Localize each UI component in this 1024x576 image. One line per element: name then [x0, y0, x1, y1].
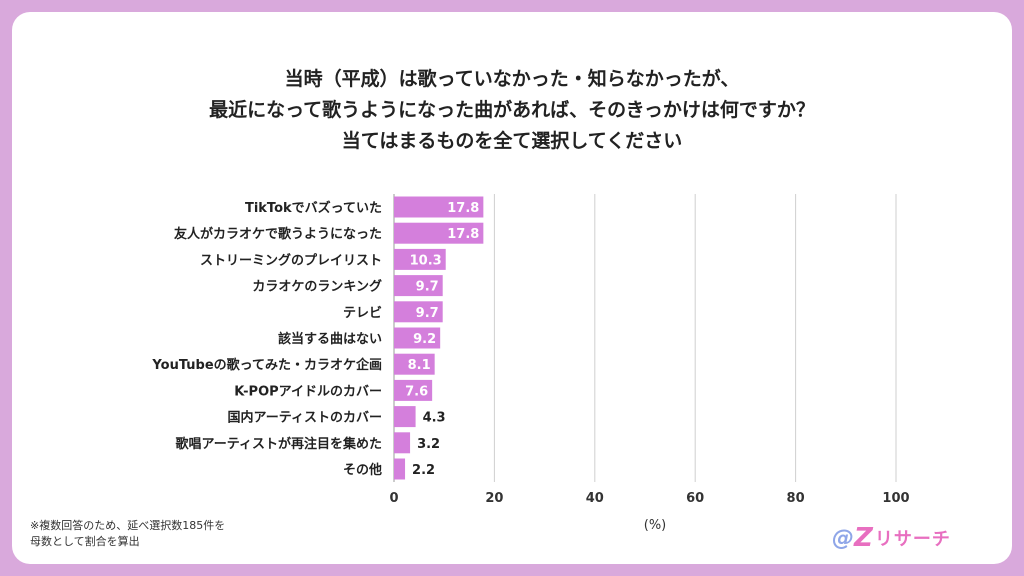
- category-label: ストリーミングのプレイリスト: [200, 252, 382, 268]
- bar: [394, 406, 416, 428]
- category-label: 友人がカラオケで歌うようになった: [174, 226, 382, 242]
- category-label: テレビ: [343, 305, 382, 321]
- data-label: 8.1: [408, 358, 431, 373]
- title-line-3: 当てはまるものを全て選択してください: [341, 130, 683, 152]
- bar: [394, 353, 435, 375]
- bar: [394, 196, 484, 218]
- data-label: 9.7: [416, 306, 439, 321]
- x-tick-label: 80: [787, 491, 805, 506]
- footnote-line-2: 母数として割合を算出: [30, 535, 140, 548]
- x-tick-label: 0: [389, 491, 398, 506]
- data-label: 17.8: [447, 201, 479, 216]
- category-label: 歌唱アーティストが再注目を集めた: [176, 436, 382, 452]
- data-label: 7.6: [405, 384, 428, 399]
- chart-card: [12, 12, 1012, 564]
- bar: [394, 275, 443, 297]
- chart-title: 当時（平成）は歌っていなかった・知らなかったが、 最近になって歌うようになった曲…: [0, 64, 1024, 157]
- category-label: YouTubeの歌ってみた・カラオケ企画: [151, 357, 382, 373]
- data-label: 9.2: [413, 332, 436, 347]
- data-label: 9.7: [416, 280, 439, 295]
- category-label: 該当する曲はない: [278, 331, 382, 347]
- x-tick-label: 40: [586, 491, 604, 506]
- category-label: K-POPアイドルのカバー: [234, 384, 382, 399]
- x-tick-label: 20: [485, 491, 503, 506]
- x-tick-label: 60: [686, 491, 704, 506]
- data-label: 2.2: [412, 463, 435, 478]
- category-label: TikTokでバズっていた: [245, 200, 382, 216]
- bar: [394, 379, 433, 401]
- category-label: その他: [343, 462, 382, 478]
- footnote-line-1: ※複数回答のため、延べ選択数185件を: [30, 519, 226, 532]
- bar: [394, 432, 411, 454]
- data-label: 10.3: [410, 253, 442, 268]
- bar: [394, 301, 443, 323]
- bar: [394, 458, 406, 480]
- data-label: 17.8: [447, 227, 479, 242]
- bar: [394, 248, 446, 270]
- category-label: カラオケのランキング: [252, 279, 382, 295]
- logo-at-mark: @: [832, 525, 854, 551]
- footnote: ※複数回答のため、延べ選択数185件を 母数として割合を算出: [30, 518, 225, 550]
- bar: [394, 222, 484, 244]
- brand-logo: @ Z リサーチ: [832, 523, 951, 553]
- x-tick-label: 100: [882, 491, 909, 506]
- logo-text: リサーチ: [874, 529, 951, 550]
- logo-z-mark: Z: [854, 523, 873, 553]
- data-label: 4.3: [423, 411, 446, 426]
- title-line-1: 当時（平成）は歌っていなかった・知らなかったが、: [284, 68, 740, 90]
- data-label: 3.2: [417, 437, 440, 452]
- bar: [394, 327, 441, 349]
- category-label: 国内アーティストのカバー: [228, 410, 382, 426]
- x-axis-label: (%): [644, 518, 667, 533]
- title-line-2: 最近になって歌うようになった曲があれば、そのきっかけは何ですか？: [209, 99, 815, 121]
